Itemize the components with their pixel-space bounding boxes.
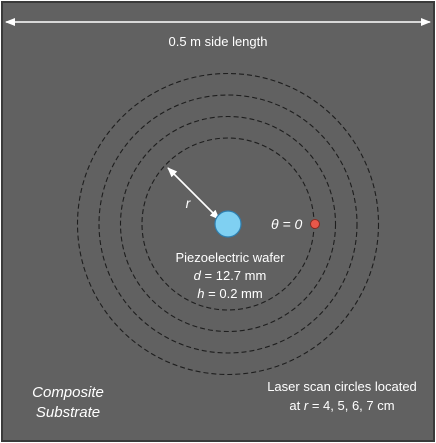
substrate-label-line2: Substrate bbox=[36, 404, 100, 421]
scan-note-symbol: r bbox=[304, 398, 309, 413]
dot-icon bbox=[310, 219, 320, 229]
theta-label: θ = 0 bbox=[271, 216, 303, 232]
scan-note-value: = 4, 5, 6, 7 cm bbox=[312, 398, 395, 413]
dimension-label: 0.5 m side length bbox=[168, 34, 267, 49]
wafer-thickness: h = 0.2 mm bbox=[197, 286, 262, 301]
scan-circle-5cm bbox=[119, 115, 337, 333]
scan-circle-7cm bbox=[76, 72, 380, 376]
wafer-diameter-value: = 12.7 mm bbox=[205, 268, 267, 283]
radius-label: r bbox=[186, 195, 192, 211]
wafer-diameter: d = 12.7 mm bbox=[194, 268, 267, 283]
substrate-label-line1: Composite bbox=[32, 384, 104, 401]
circle-disc-icon bbox=[214, 210, 242, 238]
scan-note-line1: Laser scan circles located bbox=[267, 379, 417, 394]
wafer-title: Piezoelectric wafer bbox=[175, 250, 285, 265]
scan-note-line2: at r = 4, 5, 6, 7 cm bbox=[289, 398, 394, 413]
wafer-thickness-value: = 0.2 mm bbox=[208, 286, 263, 301]
scan-note-prefix: at bbox=[289, 398, 300, 413]
wafer-thickness-symbol: h bbox=[197, 286, 204, 301]
wafer-diameter-symbol: d bbox=[194, 268, 202, 283]
scan-circle-6cm bbox=[98, 94, 358, 354]
arrow-icon bbox=[167, 167, 220, 220]
